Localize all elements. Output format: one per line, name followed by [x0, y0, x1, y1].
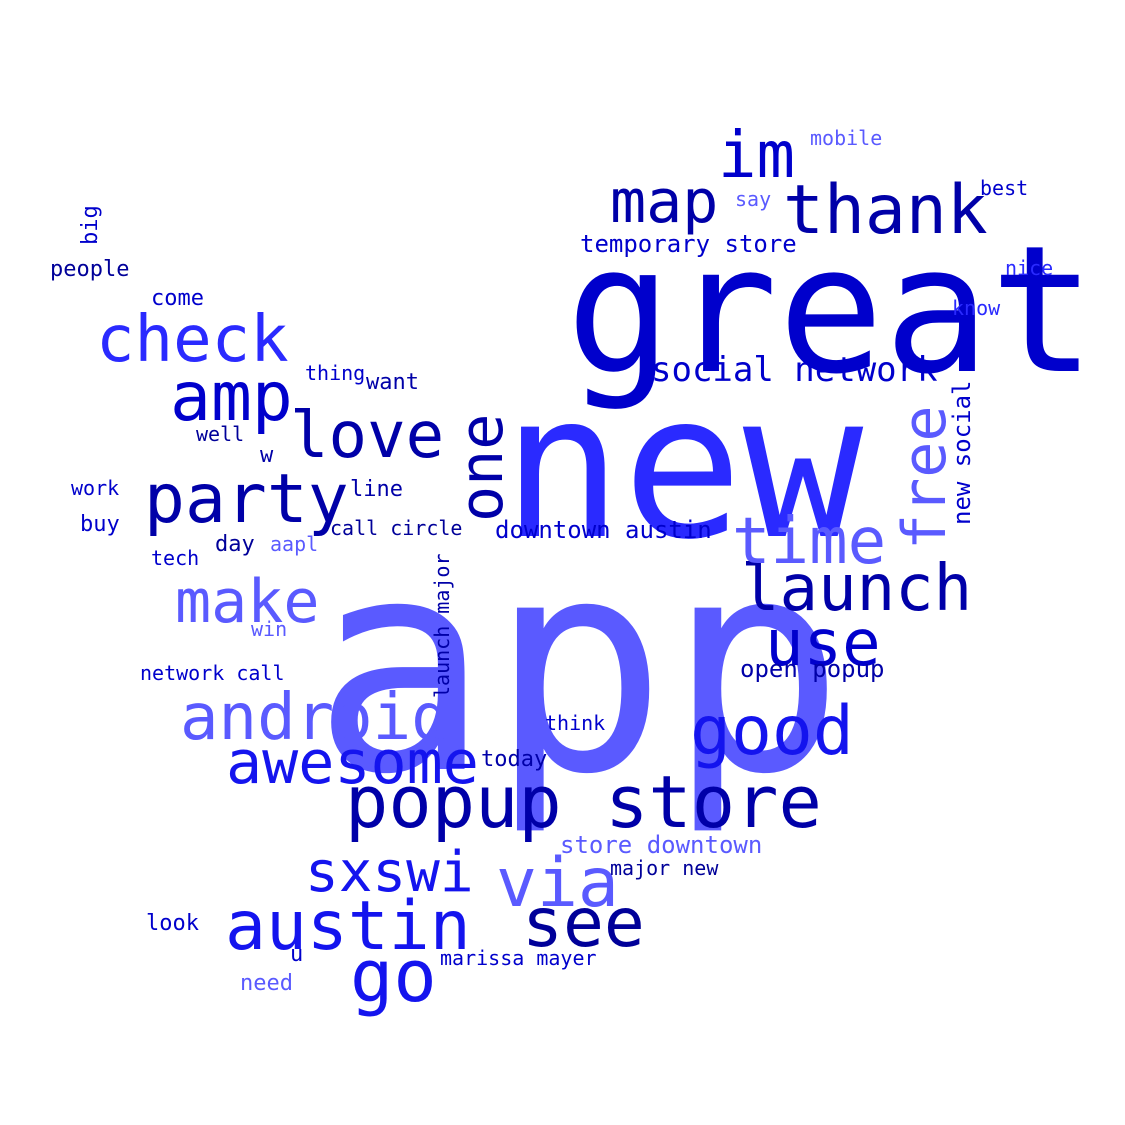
word-mobile: mobile	[810, 126, 883, 150]
word-w: w	[260, 443, 274, 468]
word-need: need	[240, 971, 293, 996]
word-best: best	[980, 176, 1029, 200]
word-thing: thing	[305, 361, 366, 385]
word-launch: launch	[741, 552, 973, 626]
word-u: u	[290, 942, 304, 967]
word-buy: buy	[80, 512, 120, 537]
word-check: check	[96, 303, 289, 377]
word-aapl: aapl	[270, 532, 319, 556]
word-make: make	[175, 567, 320, 637]
word-love: love	[290, 399, 445, 473]
word-awesome: awesome	[226, 728, 479, 798]
word-people: people	[50, 257, 130, 282]
word-tech: tech	[151, 546, 200, 570]
word-use: use	[765, 607, 881, 681]
word-work: work	[71, 476, 120, 500]
word-good: good	[690, 692, 854, 771]
word-amp: amp	[170, 358, 293, 437]
word-store-downtown: store downtown	[560, 831, 763, 859]
word-new-social: new social	[948, 380, 976, 526]
word-win: win	[251, 617, 288, 641]
word-nice: nice	[1005, 256, 1054, 280]
word-party: party	[144, 460, 349, 539]
word-downtown-austin: downtown austin	[495, 516, 712, 544]
word-android: android	[180, 681, 450, 755]
word-time: time	[732, 505, 887, 579]
word-great: great	[566, 208, 1096, 413]
word-look: look	[146, 911, 199, 936]
word-app: app	[312, 495, 845, 839]
word-social-network: social network	[651, 350, 938, 390]
word-new: new	[502, 351, 864, 584]
word-today: today	[481, 747, 548, 772]
word-map: map	[610, 167, 719, 237]
word-major-new: major new	[610, 856, 719, 880]
word-temporary-store: temporary store	[580, 230, 797, 258]
word-marissa-mayer: marissa mayer	[440, 946, 597, 970]
word-line: line	[350, 477, 403, 502]
word-think: think	[545, 711, 606, 735]
word-austin: austin	[225, 887, 471, 966]
word-via: via	[496, 844, 619, 923]
word-say: say	[735, 187, 772, 211]
word-want: want	[366, 370, 419, 395]
word-big: big	[78, 205, 103, 245]
word-free: free	[890, 405, 960, 551]
word-day: day	[215, 532, 255, 557]
word-call-circle: call circle	[330, 516, 463, 540]
word-one: one	[447, 413, 517, 522]
word-launch-major: launch major	[430, 553, 454, 699]
word-go: go	[350, 934, 437, 1018]
word-network-call: network call	[140, 661, 285, 685]
word-see: see	[522, 884, 645, 963]
word-popup-store: popup store	[345, 760, 822, 844]
word-open-popup: open popup	[740, 655, 885, 683]
word-im: im	[718, 119, 796, 193]
word-thank: thank	[783, 171, 988, 250]
word-well: well	[196, 422, 245, 446]
word-sxswi: sxswi	[305, 840, 474, 905]
word-come: come	[151, 286, 204, 311]
word-know: know	[952, 296, 1001, 320]
